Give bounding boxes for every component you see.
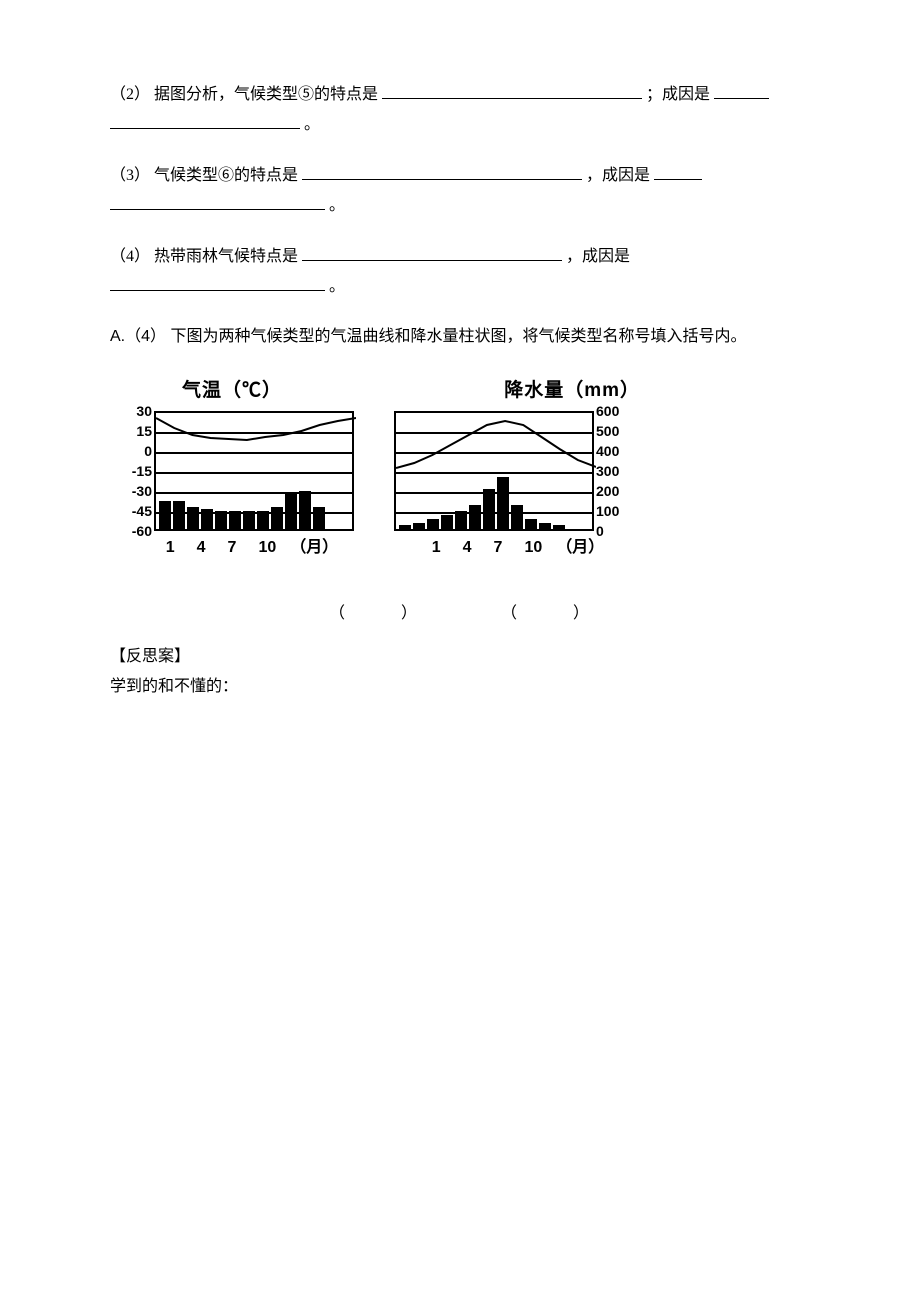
q3-end: 。 [329, 197, 345, 214]
curve-path [396, 421, 596, 468]
chart-left-bars [156, 491, 352, 529]
q2-label: （2） [110, 86, 150, 103]
bar [299, 491, 311, 529]
gridline [156, 432, 352, 434]
chart-right-bars [396, 477, 592, 529]
ytick: 100 [596, 504, 638, 518]
bracket-left[interactable]: （ ） [329, 605, 419, 622]
q2-blank-b2[interactable] [110, 128, 300, 129]
gridline [396, 452, 592, 454]
gridline [396, 472, 592, 474]
chart-right-plot [394, 411, 594, 531]
q2-end: 。 [304, 116, 320, 133]
chart-left-plot [154, 411, 354, 531]
q4-text-a: 热带雨林气候特点是 [154, 248, 298, 265]
q2-sep: ；成因是 [646, 86, 710, 103]
chart-right-xtick: 7 [494, 533, 503, 563]
question-a4: A.（4） 下图为两种气候类型的气温曲线和降水量柱状图，将气候类型名称号填入括号… [110, 322, 810, 352]
q4-blank-b[interactable] [110, 290, 325, 291]
bar [187, 507, 199, 529]
q2-blank-a[interactable] [382, 98, 642, 99]
q2-text-a: 据图分析，气候类型⑤的特点是 [154, 86, 378, 103]
gridline [396, 512, 592, 514]
chart-right-xtick: 4 [463, 533, 472, 563]
gridline [396, 432, 592, 434]
bar [271, 507, 283, 529]
chart-left-xtick: 4 [197, 533, 206, 563]
bar [159, 501, 171, 529]
ytick: 15 [110, 424, 152, 438]
chart-left-xtick: 1 [166, 533, 175, 563]
chart-left-title: 气温（℃） [182, 373, 282, 409]
chart-right: 降水量（mm） 6005004003002001000 1 4 7 10 （月） [394, 373, 638, 563]
chart-left-month: （月） [290, 533, 338, 563]
ytick: -15 [110, 464, 152, 478]
q3-blank-b2[interactable] [110, 209, 325, 210]
bar [313, 507, 325, 529]
bracket-right[interactable]: （ ） [501, 605, 591, 622]
chart-left: 气温（℃） 30 15 0 -15 -30 -45 -60 1 4 7 10 （月） [110, 373, 354, 563]
answer-brackets: （ ） （ ） [110, 599, 810, 629]
chart-left-xaxis: 1 4 7 10 （月） [126, 533, 339, 563]
ytick: -45 [110, 504, 152, 518]
question-3: （3） 气候类型⑥的特点是 ，成因是 。 [110, 161, 810, 222]
chart-right-xtick: 1 [432, 533, 441, 563]
q2-blank-b1[interactable] [714, 98, 769, 99]
chart-right-xtick: 10 [524, 533, 542, 563]
bar [497, 477, 509, 529]
ytick: 400 [596, 444, 638, 458]
ytick: 500 [596, 424, 638, 438]
qa4-label: A.（4） [110, 328, 166, 345]
ytick: -60 [110, 524, 152, 538]
gridline [156, 472, 352, 474]
bar [427, 519, 439, 529]
chart-left-xtick: 10 [258, 533, 276, 563]
q3-text-a: 气候类型⑥的特点是 [154, 167, 298, 184]
q3-blank-a[interactable] [302, 179, 582, 180]
ytick: 30 [110, 404, 152, 418]
chart-left-wrap: 30150-15-30-45-60 [110, 411, 354, 531]
bar [285, 493, 297, 529]
q3-label: （3） [110, 167, 150, 184]
reflection-title: 【反思案】 [110, 642, 810, 672]
gridline [156, 512, 352, 514]
curve-path [156, 418, 356, 440]
bar [539, 523, 551, 529]
chart-right-xaxis: 1 4 7 10 （月） [428, 533, 605, 563]
bar [173, 501, 185, 529]
q4-label: （4） [110, 248, 150, 265]
ytick: 0 [596, 524, 638, 538]
bar [469, 505, 481, 529]
reflection-prompt: 学到的和不懂的： [110, 672, 810, 702]
question-2: （2） 据图分析，气候类型⑤的特点是 ；成因是 。 [110, 80, 810, 141]
ytick: 200 [596, 484, 638, 498]
bar [441, 515, 453, 529]
gridline [156, 492, 352, 494]
q4-sep: ，成因是 [566, 248, 630, 265]
gridline [156, 452, 352, 454]
q4-end: 。 [329, 278, 345, 295]
document-page: （2） 据图分析，气候类型⑤的特点是 ；成因是 。 （3） 气候类型⑥的特点是 … [0, 0, 920, 762]
chart-right-wrap: 6005004003002001000 [394, 411, 638, 531]
ytick: 600 [596, 404, 638, 418]
ytick: 300 [596, 464, 638, 478]
q4-blank-a[interactable] [302, 260, 562, 261]
question-4: （4） 热带雨林气候特点是 ，成因是 。 [110, 242, 810, 303]
bar [483, 489, 495, 529]
bar [525, 519, 537, 529]
q3-sep: ，成因是 [586, 167, 650, 184]
bar [553, 525, 565, 529]
qa4-text: 下图为两种气候类型的气温曲线和降水量柱状图，将气候类型名称号填入括号内。 [170, 328, 746, 345]
charts-row: 气温（℃） 30150-15-30-45-60 1 4 7 10 （月） 降水量… [110, 373, 810, 563]
ytick: 0 [110, 444, 152, 458]
q3-blank-b1[interactable] [654, 179, 702, 180]
bar [511, 505, 523, 529]
gridline [396, 492, 592, 494]
chart-left-xtick: 7 [228, 533, 237, 563]
ytick: -30 [110, 484, 152, 498]
bar [413, 523, 425, 529]
bar [399, 525, 411, 529]
